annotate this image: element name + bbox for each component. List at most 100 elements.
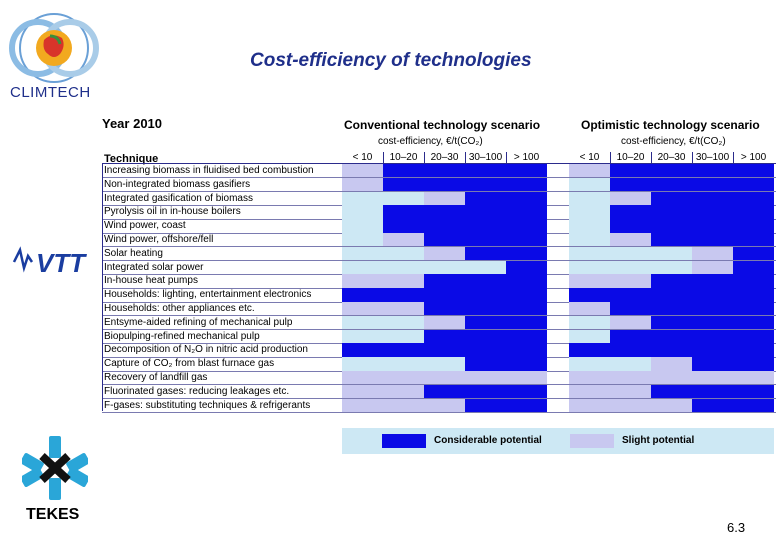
conventional-cell — [383, 205, 424, 220]
optimistic-cell — [733, 191, 774, 206]
optimistic-cell — [733, 302, 774, 316]
optimistic-cell — [733, 357, 774, 371]
conventional-cell — [465, 315, 506, 330]
conventional-cell — [465, 219, 506, 233]
optimistic-cell — [651, 357, 692, 371]
conventional-cell — [465, 274, 506, 289]
optimistic-cell — [651, 205, 692, 220]
optimistic-cell — [651, 371, 692, 385]
range-separator — [383, 152, 384, 164]
optimistic-cell — [610, 371, 651, 385]
conventional-cell — [383, 219, 424, 233]
optimistic-cell — [651, 164, 692, 178]
conventional-cell — [342, 384, 383, 399]
optimistic-cell — [651, 233, 692, 247]
conventional-cell — [424, 191, 465, 206]
optimistic-cell — [692, 274, 733, 289]
conventional-cell — [506, 371, 547, 385]
conventional-cell — [383, 302, 424, 316]
table-row: Households: lighting, entertainment elec… — [102, 288, 776, 302]
conventional-cell — [506, 205, 547, 220]
optimistic-cell — [569, 219, 610, 233]
optimistic-cell — [733, 371, 774, 385]
optimistic-cell — [692, 329, 733, 344]
technique-label: Solar heating — [104, 247, 163, 259]
row-divider — [102, 411, 776, 413]
optimistic-cell — [692, 357, 733, 371]
conventional-cell — [383, 384, 424, 399]
technique-label: In-house heat pumps — [104, 275, 198, 287]
optimistic-subtitle: cost-efficiency, €/t(CO₂) — [621, 136, 726, 147]
conventional-cell — [506, 191, 547, 206]
technique-label: Pyrolysis oil in in-house boilers — [104, 206, 241, 218]
optimistic-cell — [733, 219, 774, 233]
optimistic-cell — [692, 315, 733, 330]
optimistic-cell — [651, 343, 692, 358]
conventional-cell — [424, 177, 465, 192]
technique-label: Increasing biomass in fluidised bed comb… — [104, 165, 314, 176]
tekes-label: TEKES — [26, 506, 80, 523]
conventional-cell — [506, 398, 547, 413]
conventional-cell — [383, 260, 424, 275]
conventional-cell — [383, 288, 424, 302]
technique-label: Households: other appliances etc. — [104, 303, 255, 314]
conventional-cell — [506, 288, 547, 302]
optimistic-cell — [569, 398, 610, 413]
legend-slight: Slight potential — [622, 435, 695, 446]
conventional-cell — [342, 371, 383, 385]
range-separator — [506, 152, 507, 164]
conventional-cell — [506, 233, 547, 247]
optimistic-cell — [651, 260, 692, 275]
conventional-cell — [465, 398, 506, 413]
conventional-range-label: < 10 — [352, 152, 373, 163]
conventional-cell — [465, 177, 506, 192]
conventional-subtitle: cost-efficiency, €/t(CO₂) — [378, 136, 483, 147]
optimistic-cell — [610, 343, 651, 358]
conventional-cell — [506, 246, 547, 261]
optimistic-cell — [569, 371, 610, 385]
technique-label: Entsyme-aided refining of mechanical pul… — [104, 316, 293, 328]
technique-label: Fluorinated gases: reducing leakages etc… — [104, 385, 290, 397]
table-row: In-house heat pumps — [102, 274, 776, 289]
table-row: Integrated solar power — [102, 260, 776, 275]
conventional-cell — [424, 398, 465, 413]
conventional-cell — [506, 343, 547, 358]
optimistic-range-label: < 10 — [579, 152, 600, 163]
optimistic-cell — [692, 260, 733, 275]
conventional-cell — [424, 219, 465, 233]
optimistic-cell — [692, 233, 733, 247]
conventional-cell — [424, 246, 465, 261]
optimistic-cell — [733, 329, 774, 344]
conventional-range-label: 30–100 — [468, 152, 503, 163]
optimistic-cell — [692, 191, 733, 206]
table-row: Integrated gasification of biomass — [102, 191, 776, 206]
conventional-cell — [424, 260, 465, 275]
conventional-cell — [383, 233, 424, 247]
optimistic-cell — [610, 384, 651, 399]
conventional-cell — [342, 398, 383, 413]
optimistic-cell — [569, 357, 610, 371]
optimistic-cell — [569, 177, 610, 192]
conventional-cell — [342, 191, 383, 206]
conventional-cell — [383, 357, 424, 371]
optimistic-cell — [569, 329, 610, 344]
climtech-brand: CLIMTECH — [10, 84, 91, 101]
range-separator — [465, 152, 466, 164]
conventional-cell — [506, 164, 547, 178]
optimistic-cell — [692, 398, 733, 413]
optimistic-cell — [651, 384, 692, 399]
optimistic-cell — [733, 315, 774, 330]
conventional-cell — [465, 164, 506, 178]
page-number: 6.3 — [727, 520, 746, 535]
conventional-cell — [465, 288, 506, 302]
optimistic-cell — [610, 357, 651, 371]
optimistic-cell — [692, 288, 733, 302]
conventional-cell — [383, 274, 424, 289]
table-row: Decomposition of N₂O in nitric acid prod… — [102, 343, 776, 358]
conventional-range-label: 10–20 — [389, 152, 418, 163]
conventional-cell — [383, 329, 424, 344]
table-row: Biopulping-refined mechanical pulp — [102, 329, 776, 344]
optimistic-cell — [610, 164, 651, 178]
conventional-cell — [342, 343, 383, 358]
optimistic-cell — [610, 260, 651, 275]
